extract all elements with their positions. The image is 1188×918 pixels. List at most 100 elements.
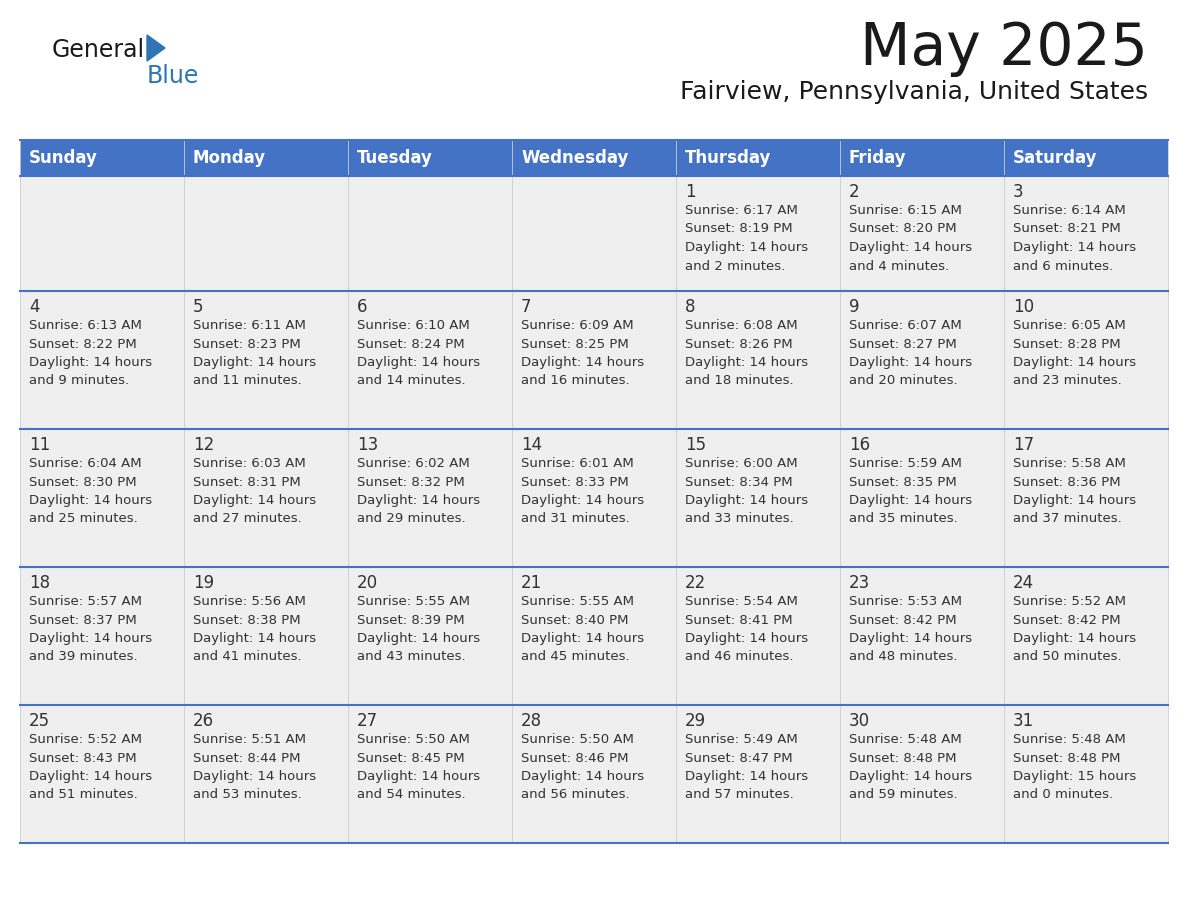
Text: Sunset: 8:35 PM: Sunset: 8:35 PM — [849, 476, 956, 488]
Text: and 29 minutes.: and 29 minutes. — [358, 512, 466, 525]
Text: and 39 minutes.: and 39 minutes. — [29, 651, 138, 664]
Text: Sunrise: 6:07 AM: Sunrise: 6:07 AM — [849, 319, 962, 332]
Text: Sunset: 8:24 PM: Sunset: 8:24 PM — [358, 338, 465, 351]
Text: Sunrise: 6:11 AM: Sunrise: 6:11 AM — [192, 319, 305, 332]
Text: 30: 30 — [849, 712, 870, 730]
Text: 18: 18 — [29, 574, 50, 592]
Text: Sunset: 8:23 PM: Sunset: 8:23 PM — [192, 338, 301, 351]
Text: Sunset: 8:42 PM: Sunset: 8:42 PM — [1013, 613, 1120, 626]
Text: Friday: Friday — [849, 149, 906, 167]
Bar — [20, 429, 1168, 567]
Text: 3: 3 — [1013, 183, 1024, 201]
Text: Sunrise: 5:50 AM: Sunrise: 5:50 AM — [522, 733, 634, 746]
Text: Sunrise: 6:04 AM: Sunrise: 6:04 AM — [29, 457, 141, 470]
Text: Daylight: 14 hours: Daylight: 14 hours — [192, 770, 316, 783]
Text: Daylight: 14 hours: Daylight: 14 hours — [685, 770, 808, 783]
Text: Daylight: 14 hours: Daylight: 14 hours — [849, 632, 972, 645]
Text: and 41 minutes.: and 41 minutes. — [192, 651, 302, 664]
Text: Monday: Monday — [192, 149, 266, 167]
Text: Sunrise: 5:57 AM: Sunrise: 5:57 AM — [29, 595, 143, 608]
Text: and 59 minutes.: and 59 minutes. — [849, 789, 958, 801]
Text: Daylight: 14 hours: Daylight: 14 hours — [522, 770, 644, 783]
Text: Thursday: Thursday — [685, 149, 771, 167]
Text: Sunset: 8:19 PM: Sunset: 8:19 PM — [685, 222, 792, 236]
Text: Sunset: 8:48 PM: Sunset: 8:48 PM — [849, 752, 956, 765]
Text: Saturday: Saturday — [1013, 149, 1098, 167]
Text: Daylight: 14 hours: Daylight: 14 hours — [358, 770, 480, 783]
Text: 19: 19 — [192, 574, 214, 592]
Text: and 45 minutes.: and 45 minutes. — [522, 651, 630, 664]
Text: and 46 minutes.: and 46 minutes. — [685, 651, 794, 664]
Text: Sunset: 8:30 PM: Sunset: 8:30 PM — [29, 476, 137, 488]
Text: Sunrise: 6:00 AM: Sunrise: 6:00 AM — [685, 457, 797, 470]
Text: Sunset: 8:43 PM: Sunset: 8:43 PM — [29, 752, 137, 765]
Bar — [20, 176, 1168, 291]
Text: Sunset: 8:44 PM: Sunset: 8:44 PM — [192, 752, 301, 765]
Text: Sunrise: 6:17 AM: Sunrise: 6:17 AM — [685, 204, 798, 217]
Text: Sunset: 8:28 PM: Sunset: 8:28 PM — [1013, 338, 1120, 351]
Text: Daylight: 14 hours: Daylight: 14 hours — [192, 632, 316, 645]
Text: Sunset: 8:37 PM: Sunset: 8:37 PM — [29, 613, 137, 626]
Text: and 43 minutes.: and 43 minutes. — [358, 651, 466, 664]
Text: Daylight: 15 hours: Daylight: 15 hours — [1013, 770, 1136, 783]
Text: Daylight: 14 hours: Daylight: 14 hours — [685, 241, 808, 254]
Text: Sunset: 8:42 PM: Sunset: 8:42 PM — [849, 613, 956, 626]
Text: 1: 1 — [685, 183, 696, 201]
Text: Sunrise: 5:49 AM: Sunrise: 5:49 AM — [685, 733, 798, 746]
Text: Daylight: 14 hours: Daylight: 14 hours — [685, 632, 808, 645]
Text: and 9 minutes.: and 9 minutes. — [29, 375, 129, 387]
Text: Daylight: 14 hours: Daylight: 14 hours — [849, 356, 972, 369]
Text: Daylight: 14 hours: Daylight: 14 hours — [1013, 632, 1136, 645]
Text: Daylight: 14 hours: Daylight: 14 hours — [522, 494, 644, 507]
Text: Sunrise: 5:56 AM: Sunrise: 5:56 AM — [192, 595, 305, 608]
Text: and 18 minutes.: and 18 minutes. — [685, 375, 794, 387]
Text: Sunset: 8:27 PM: Sunset: 8:27 PM — [849, 338, 956, 351]
Text: Sunrise: 6:08 AM: Sunrise: 6:08 AM — [685, 319, 797, 332]
Text: Sunrise: 5:55 AM: Sunrise: 5:55 AM — [358, 595, 470, 608]
Text: Daylight: 14 hours: Daylight: 14 hours — [29, 494, 152, 507]
Text: Sunrise: 6:01 AM: Sunrise: 6:01 AM — [522, 457, 633, 470]
Text: and 4 minutes.: and 4 minutes. — [849, 260, 949, 273]
Text: Daylight: 14 hours: Daylight: 14 hours — [29, 770, 152, 783]
Text: 5: 5 — [192, 298, 203, 316]
Text: Daylight: 14 hours: Daylight: 14 hours — [685, 356, 808, 369]
Text: Sunset: 8:46 PM: Sunset: 8:46 PM — [522, 752, 628, 765]
Text: Sunset: 8:38 PM: Sunset: 8:38 PM — [192, 613, 301, 626]
Text: Daylight: 14 hours: Daylight: 14 hours — [358, 356, 480, 369]
Text: Blue: Blue — [147, 64, 200, 88]
Text: Daylight: 14 hours: Daylight: 14 hours — [1013, 494, 1136, 507]
Text: and 23 minutes.: and 23 minutes. — [1013, 375, 1121, 387]
Text: Daylight: 14 hours: Daylight: 14 hours — [849, 494, 972, 507]
Text: and 20 minutes.: and 20 minutes. — [849, 375, 958, 387]
Bar — [20, 140, 1168, 176]
Text: 13: 13 — [358, 436, 378, 454]
Text: Sunset: 8:36 PM: Sunset: 8:36 PM — [1013, 476, 1120, 488]
Text: Sunrise: 5:50 AM: Sunrise: 5:50 AM — [358, 733, 470, 746]
Text: Wednesday: Wednesday — [522, 149, 628, 167]
Text: General: General — [52, 38, 145, 62]
Text: May 2025: May 2025 — [860, 20, 1148, 77]
Text: and 51 minutes.: and 51 minutes. — [29, 789, 138, 801]
Text: 21: 21 — [522, 574, 542, 592]
Text: Daylight: 14 hours: Daylight: 14 hours — [1013, 356, 1136, 369]
Text: and 33 minutes.: and 33 minutes. — [685, 512, 794, 525]
Polygon shape — [147, 35, 165, 61]
Text: Sunrise: 5:51 AM: Sunrise: 5:51 AM — [192, 733, 307, 746]
Text: Sunrise: 6:02 AM: Sunrise: 6:02 AM — [358, 457, 469, 470]
Text: 6: 6 — [358, 298, 367, 316]
Text: Sunrise: 5:59 AM: Sunrise: 5:59 AM — [849, 457, 962, 470]
Text: and 31 minutes.: and 31 minutes. — [522, 512, 630, 525]
Text: Sunset: 8:48 PM: Sunset: 8:48 PM — [1013, 752, 1120, 765]
Text: and 14 minutes.: and 14 minutes. — [358, 375, 466, 387]
Text: Daylight: 14 hours: Daylight: 14 hours — [192, 356, 316, 369]
Text: Sunset: 8:34 PM: Sunset: 8:34 PM — [685, 476, 792, 488]
Text: and 0 minutes.: and 0 minutes. — [1013, 789, 1113, 801]
Text: Daylight: 14 hours: Daylight: 14 hours — [849, 770, 972, 783]
Text: Sunrise: 5:54 AM: Sunrise: 5:54 AM — [685, 595, 798, 608]
Text: and 6 minutes.: and 6 minutes. — [1013, 260, 1113, 273]
Text: and 54 minutes.: and 54 minutes. — [358, 789, 466, 801]
Text: and 27 minutes.: and 27 minutes. — [192, 512, 302, 525]
Text: Sunset: 8:33 PM: Sunset: 8:33 PM — [522, 476, 628, 488]
Text: 23: 23 — [849, 574, 871, 592]
Text: Tuesday: Tuesday — [358, 149, 432, 167]
